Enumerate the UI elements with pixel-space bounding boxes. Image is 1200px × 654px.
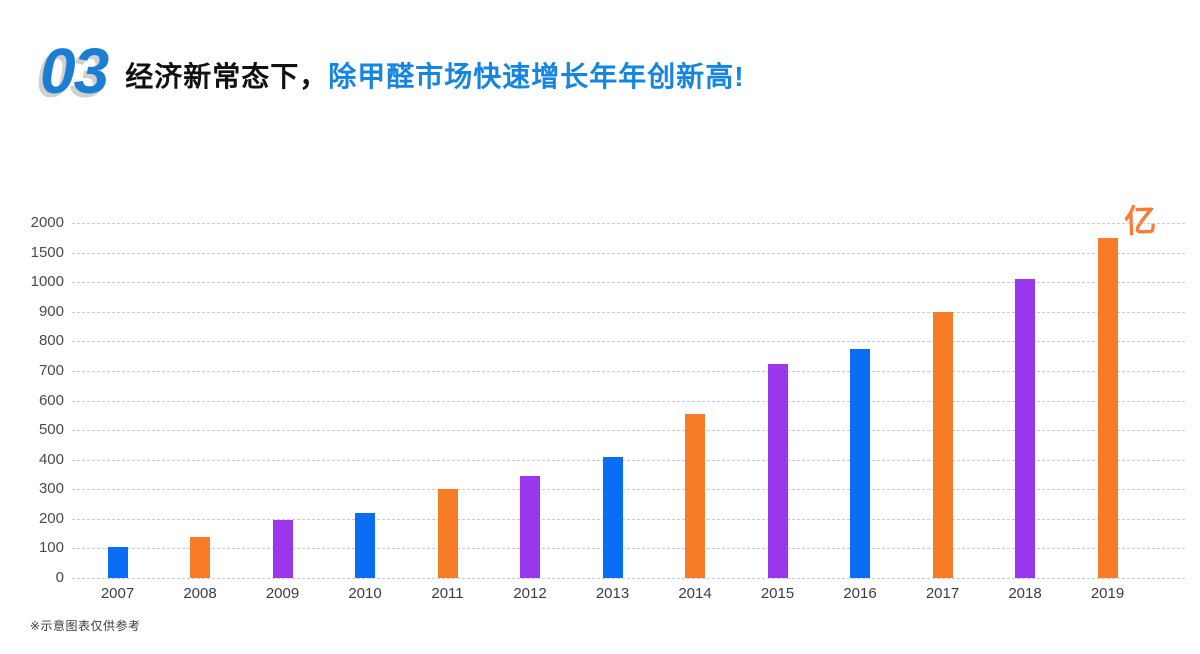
gridline — [72, 282, 1185, 284]
chart-footnote: ※示意图表仅供参考 — [30, 619, 141, 633]
y-axis-tick-label: 0 — [55, 569, 64, 586]
y-axis-tick-label: 300 — [38, 480, 64, 498]
bar-2011 — [437, 489, 458, 578]
y-axis-tick-label: 700 — [38, 361, 64, 379]
y-axis-tick-label: 900 — [38, 302, 64, 320]
y-axis-tick-label: 400 — [38, 450, 64, 468]
bar-2009 — [272, 520, 293, 578]
x-axis-label-2018: 2018 — [1008, 585, 1042, 602]
page-title-black-part: 经济新常态下， — [125, 61, 329, 93]
gridline — [72, 341, 1185, 343]
bar-2016 — [850, 348, 870, 578]
gridline — [72, 370, 1185, 372]
x-axis-label-2019: 2019 — [1090, 585, 1125, 602]
y-axis-unit-label: 亿 — [1123, 202, 1157, 240]
bar-2010 — [355, 512, 375, 578]
x-axis-label-2007: 2007 — [100, 585, 135, 602]
bar-2015 — [767, 363, 788, 578]
y-axis-tick-label: 500 — [38, 421, 64, 439]
page-title-blue-part: 除甲醛市场快速增长年年创新高! — [328, 61, 745, 93]
slide-header: 03 经济新常态下，除甲醛市场快速增长年年创新高! — [40, 22, 745, 108]
x-axis-label-2016: 2016 — [843, 585, 877, 602]
bar-2018 — [1015, 279, 1035, 578]
x-axis-label-2013: 2013 — [595, 585, 630, 602]
x-axis-label-2011: 2011 — [431, 585, 464, 602]
bar-2014 — [685, 413, 705, 578]
y-axis-tick-label: 100 — [38, 539, 64, 557]
gridline — [72, 459, 1185, 461]
gridline — [72, 578, 1185, 579]
x-axis-label-2008: 2008 — [183, 585, 217, 602]
x-axis-label-2009: 2009 — [265, 585, 300, 602]
x-axis-label-2012: 2012 — [513, 585, 547, 602]
y-axis-tick-label: 600 — [38, 391, 64, 409]
bar-2008 — [190, 536, 210, 578]
y-axis-tick-label: 1500 — [30, 243, 64, 261]
gridline — [72, 311, 1185, 313]
gridline — [72, 430, 1185, 432]
y-axis-tick-label: 2000 — [30, 214, 64, 231]
bar-2019 — [1097, 238, 1118, 578]
bar-2012 — [520, 475, 540, 578]
gridline — [72, 489, 1185, 491]
y-axis-tick-label: 1000 — [30, 273, 64, 291]
x-axis-label-2015: 2015 — [760, 585, 795, 602]
y-axis-tick-label: 200 — [38, 509, 64, 527]
bar-2017 — [932, 311, 953, 578]
x-axis-label-2014: 2014 — [678, 585, 712, 602]
gridline — [72, 548, 1185, 550]
gridline — [72, 223, 1185, 224]
x-axis-label-2010: 2010 — [348, 585, 382, 602]
x-axis-label-2017: 2017 — [925, 585, 960, 602]
gridline — [72, 518, 1185, 520]
gridline — [72, 252, 1185, 254]
y-axis-tick-label: 800 — [38, 332, 64, 350]
section-number: 03 — [40, 35, 109, 108]
page-title: 经济新常态下，除甲醛市场快速增长年年创新高! — [125, 60, 744, 102]
gridline — [72, 400, 1185, 402]
bar-2007 — [107, 546, 128, 578]
bar-2013 — [602, 456, 623, 578]
